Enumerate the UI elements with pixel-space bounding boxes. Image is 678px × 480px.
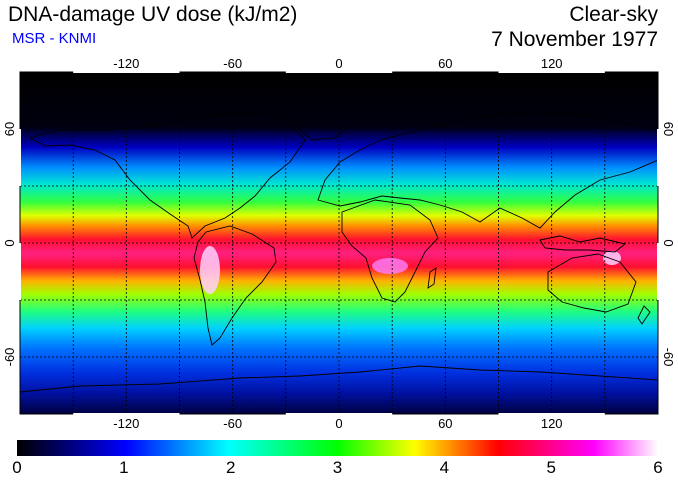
map-title: DNA-damage UV dose (kJ/m2) — [8, 3, 298, 26]
lat-label-right: -60 — [661, 348, 676, 367]
africa-hotspot — [372, 258, 408, 274]
colorbar-label: 5 — [546, 458, 556, 477]
lat-lon-grid — [20, 72, 658, 414]
australia-hotspot — [603, 251, 621, 265]
lon-label-top: -120 — [113, 56, 139, 71]
lon-label-top: 120 — [541, 56, 563, 71]
colorbar-label: 2 — [225, 458, 236, 477]
colorbar-label: 1 — [119, 458, 129, 477]
lat-label-left: 60 — [2, 122, 17, 136]
lat-labels-left: 60 0 -60 — [2, 122, 17, 367]
lon-label-top: -60 — [223, 56, 242, 71]
colorbar-label: 3 — [332, 458, 343, 477]
lat-label-right: 60 — [661, 122, 676, 136]
colorbar-label: 0 — [12, 458, 22, 477]
sky-condition-label: Clear-sky — [569, 3, 658, 26]
colorbar-label: 4 — [439, 458, 450, 477]
lon-labels-top: -120 -60 0 60 120 — [113, 56, 562, 71]
colorbar-label: 6 — [653, 458, 663, 477]
source-label: MSR - KNMI — [12, 30, 97, 47]
lat-labels-right: 60 0 -60 — [661, 122, 676, 367]
andes-hotspot — [200, 246, 220, 294]
lat-label-right: 0 — [661, 239, 676, 246]
lon-label-bottom: 0 — [335, 416, 342, 431]
lon-label-top: 0 — [335, 56, 342, 71]
lon-labels-bottom: -120 -60 0 60 120 — [113, 416, 562, 431]
lon-label-bottom: -60 — [223, 416, 242, 431]
land-outlines — [20, 97, 658, 393]
lon-label-bottom: 120 — [541, 416, 563, 431]
date-label: 7 November 1977 — [491, 28, 658, 51]
lon-label-top: 60 — [438, 56, 452, 71]
colorbar — [17, 440, 658, 456]
lon-label-bottom: 60 — [438, 416, 452, 431]
lon-label-bottom: -120 — [113, 416, 139, 431]
lat-label-left: -60 — [2, 348, 17, 367]
uv-dose-field — [20, 72, 658, 414]
lat-label-left: 0 — [2, 239, 17, 246]
frame-ticks — [19, 71, 659, 415]
